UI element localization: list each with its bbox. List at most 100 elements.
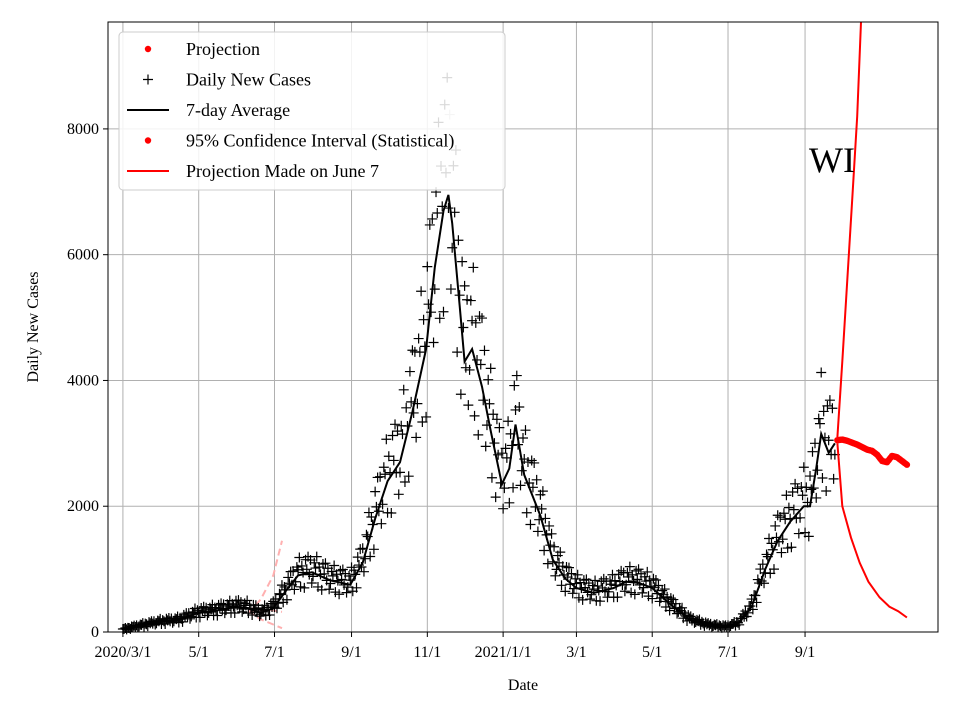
daily-case-marker: [452, 347, 463, 358]
daily-case-marker: [453, 235, 464, 246]
daily-case-marker: [783, 502, 794, 513]
daily-case-marker: [390, 419, 401, 430]
daily-case-marker: [393, 489, 404, 500]
projection-june7-line: [836, 21, 862, 438]
daily-case-marker: [299, 582, 310, 593]
daily-case-marker: [504, 497, 515, 508]
daily-case-marker: [447, 242, 458, 253]
daily-case-marker: [499, 483, 510, 494]
x-tick-label: 9/1: [795, 644, 815, 661]
daily-case-marker: [809, 438, 820, 449]
daily-case-marker: [642, 566, 653, 577]
y-tick-label: 4000: [67, 372, 99, 389]
plot-frame: [107, 21, 939, 633]
daily-case-marker: [793, 528, 804, 539]
x-tick-label: 11/1: [413, 644, 441, 661]
daily-case-marker: [337, 564, 348, 575]
daily-case-marker: [363, 507, 374, 518]
daily-case-marker: [230, 595, 241, 606]
daily-case-marker: [255, 609, 266, 620]
daily-case-marker: [455, 389, 466, 400]
daily-case-marker: [376, 518, 387, 529]
daily-case-marker: [521, 507, 532, 518]
y-tick-label: 2000: [67, 498, 99, 515]
daily-case-marker: [428, 337, 439, 348]
daily-case-marker: [677, 602, 688, 613]
daily-case-marker: [757, 559, 768, 570]
daily-case-marker: [529, 457, 540, 468]
daily-case-marker: [268, 596, 279, 607]
daily-case-marker: [387, 430, 398, 441]
daily-case-marker: [404, 366, 415, 377]
daily-case-marker: [341, 587, 352, 598]
daily-case-marker: [801, 482, 812, 493]
daily-case-marker: [494, 422, 505, 433]
daily-case-marker: [813, 413, 824, 424]
daily-case-marker: [511, 370, 522, 381]
y-axis-label: Daily New Cases: [25, 271, 42, 382]
daily-case-marker: [598, 573, 609, 584]
daily-case-marker: [590, 575, 601, 586]
daily-case-marker: [786, 542, 797, 553]
daily-case-marker: [351, 582, 362, 593]
daily-case-marker: [821, 486, 832, 497]
daily-case-marker: [320, 558, 331, 569]
y-tick-label: 6000: [67, 247, 99, 264]
x-tick-label: 5/1: [642, 644, 662, 661]
daily-case-marker: [577, 594, 588, 605]
x-tick-label: 3/1: [566, 644, 586, 661]
daily-case-marker: [490, 492, 501, 503]
daily-case-marker: [438, 306, 449, 317]
daily-case-marker: [344, 571, 355, 582]
daily-case-marker: [403, 471, 414, 482]
y-tick-label: 0: [91, 624, 99, 641]
legend-label: Daily New Cases: [186, 70, 311, 90]
daily-case-marker: [317, 559, 328, 570]
daily-case-marker: [445, 284, 456, 295]
daily-case-marker: [479, 345, 490, 356]
legend-label: 7-day Average: [186, 100, 290, 120]
daily-case-marker: [515, 480, 526, 491]
daily-case-marker: [531, 474, 542, 485]
projection-series: [834, 436, 911, 468]
daily-case-marker: [480, 441, 491, 452]
x-tick-label: 7/1: [264, 644, 284, 661]
daily-case-marker: [508, 482, 519, 493]
early-projection-line: [247, 610, 283, 630]
daily-case-marker: [250, 600, 261, 611]
daily-case-marker: [790, 478, 801, 489]
daily-case-marker: [421, 411, 432, 422]
daily-case-marker: [229, 608, 240, 619]
daily-case-marker: [498, 503, 509, 514]
daily-case-marker: [817, 472, 828, 483]
daily-case-marker: [198, 601, 209, 612]
daily-case-marker: [818, 406, 829, 417]
daily-case-marker: [556, 580, 567, 591]
daily-case-marker: [264, 609, 275, 620]
daily-case-marker: [761, 549, 772, 560]
x-tick-label: 9/1: [341, 644, 361, 661]
daily-case-marker: [665, 593, 676, 604]
daily-case-marker: [486, 472, 497, 483]
daily-case-marker: [329, 560, 340, 571]
daily-case-marker: [659, 584, 670, 595]
daily-case-marker: [555, 547, 566, 558]
daily-case-marker: [414, 347, 425, 358]
daily-case-marker: [805, 471, 816, 482]
daily-case-marker: [216, 598, 227, 609]
daily-case-marker: [401, 402, 412, 413]
daily-case-marker: [616, 565, 627, 576]
daily-case-marker: [316, 584, 327, 595]
daily-case-marker: [417, 416, 428, 427]
daily-case-marker: [475, 359, 486, 370]
daily-case-marker: [416, 286, 427, 297]
daily-case-marker: [544, 520, 555, 531]
legend-marker-dot: [144, 137, 152, 144]
daily-case-marker: [764, 533, 775, 544]
daily-case-marker: [242, 595, 253, 606]
daily-case-marker: [824, 395, 835, 406]
daily-case-marker: [567, 588, 578, 599]
daily-case-marker: [776, 547, 787, 558]
daily-case-marker: [411, 432, 422, 443]
daily-case-marker: [822, 400, 833, 411]
